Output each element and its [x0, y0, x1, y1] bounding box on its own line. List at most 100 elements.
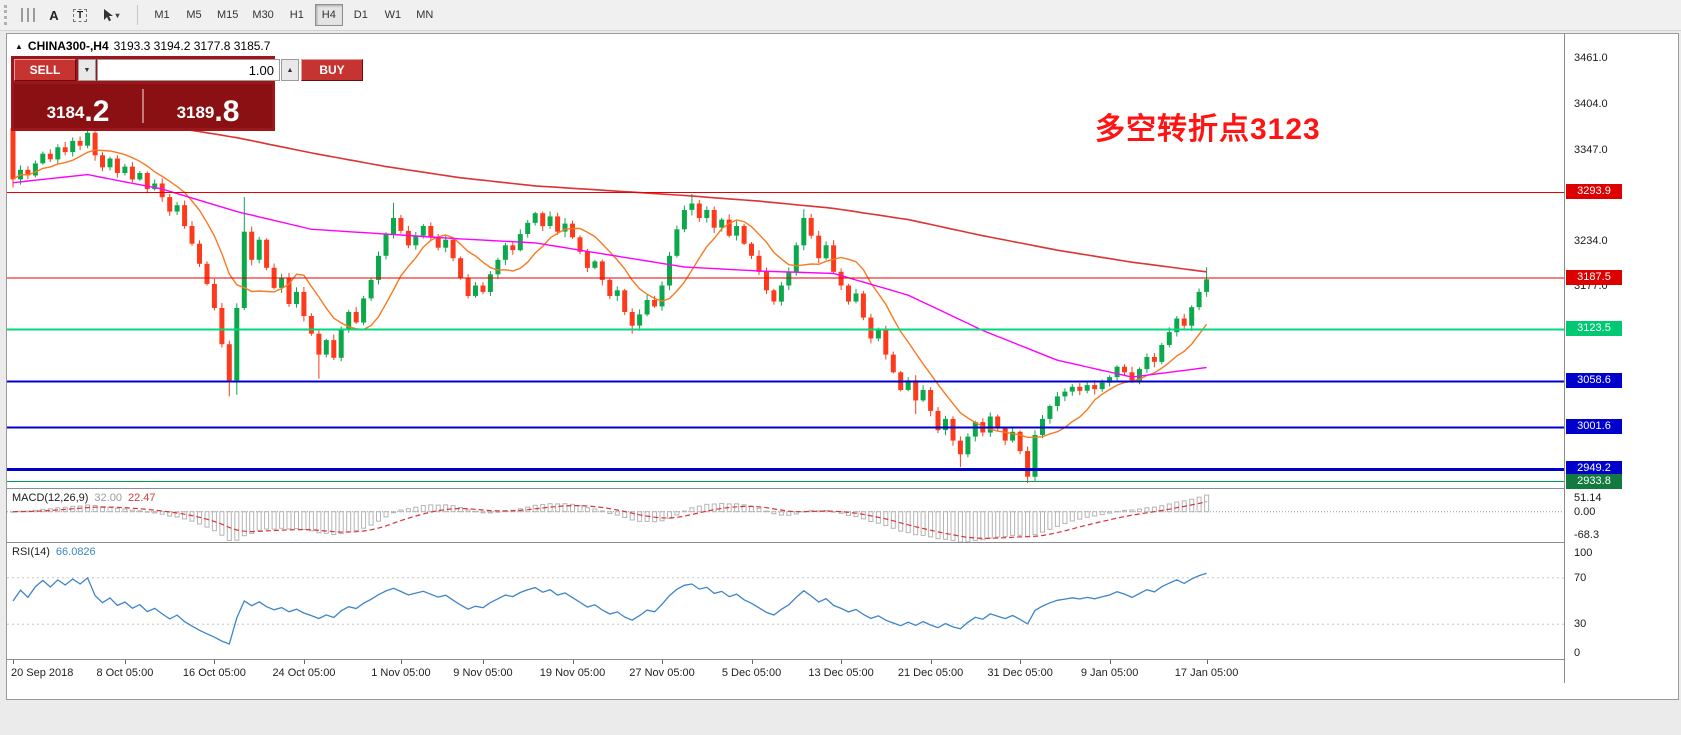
time-axis-tick — [1206, 660, 1208, 664]
price-axis-label: 3461.0 — [1574, 52, 1608, 65]
time-axis-label: 5 Dec 05:00 — [721, 667, 782, 679]
time-axis-label: 9 Nov 05:00 — [453, 667, 513, 679]
time-axis-tick — [1109, 660, 1111, 664]
time-axis-label: 20 Sep 2018 — [11, 667, 74, 679]
rsi-axis-label: 70 — [1574, 571, 1587, 584]
time-axis-tick — [841, 660, 843, 664]
time-axis-tick — [124, 660, 126, 664]
bid-pip-digits: .2 — [84, 94, 110, 128]
text-label-glyph: A — [49, 7, 59, 23]
price-level-badge: 3058.6 — [1566, 373, 1622, 389]
rsi-axis-label: 30 — [1574, 618, 1587, 631]
axis-separator — [1564, 34, 1565, 683]
symbol-ohlc-line: ▲ CHINA300-,H4 3193.3 3194.2 3177.8 3185… — [15, 39, 270, 53]
rsi-value: 66.0826 — [55, 546, 96, 558]
price-level-badge: 3123.5 — [1566, 321, 1622, 337]
toolbar-separator — [137, 5, 138, 25]
buy-button[interactable]: BUY — [301, 59, 363, 81]
price-level-badge: 2933.8 — [1566, 473, 1622, 489]
volume-input[interactable] — [97, 59, 280, 81]
cursor-tool-icon[interactable]: ▾ — [94, 4, 128, 26]
price-chart-svg[interactable] — [7, 34, 1564, 488]
chart-window: ▲ CHINA300-,H4 3193.3 3194.2 3177.8 3185… — [6, 33, 1679, 700]
price-level-badge: 3187.5 — [1566, 269, 1622, 285]
dotted-bars-glyph — [21, 8, 35, 22]
macd-axis-label: 0.00 — [1574, 505, 1596, 518]
time-axis-label: 31 Dec 05:00 — [987, 667, 1053, 679]
rsi-label: RSI(14) 66.0826 — [12, 546, 96, 558]
price-level-badge: 3293.9 — [1566, 184, 1622, 200]
ask-pip-digits: .8 — [214, 94, 240, 128]
timeframe-w1[interactable]: W1 — [384, 9, 402, 21]
macd-name: MACD(12,26,9) — [12, 492, 89, 504]
timeframe-m5[interactable]: M5 — [186, 9, 202, 21]
symbol-name: CHINA300-,H4 — [27, 39, 109, 53]
time-axis-label: 13 Dec 05:00 — [808, 667, 874, 679]
price-divider — [142, 89, 144, 123]
text-label-icon[interactable]: A — [42, 4, 66, 26]
text-box-glyph: T — [72, 8, 88, 22]
time-axis-tick — [751, 660, 753, 664]
time-axis-tick — [400, 660, 402, 664]
panel-separator[interactable] — [7, 488, 1678, 489]
timeframe-m1[interactable]: M1 — [154, 9, 170, 21]
timeframe-mn[interactable]: MN — [416, 9, 434, 21]
time-axis-label: 9 Jan 05:00 — [1080, 667, 1139, 679]
time-axis-label: 16 Oct 05:00 — [182, 667, 246, 679]
panel-separator[interactable] — [7, 542, 1678, 543]
time-axis[interactable]: 20 Sep 2018 8 Oct 05:00 16 Oct 05:00 24 Oct… — [7, 660, 1678, 699]
timeframe-d1[interactable]: D1 — [353, 9, 368, 21]
chart-text-annotation[interactable]: 多空转折点3123 — [1095, 113, 1321, 146]
time-axis-label: 1 Nov 05:00 — [371, 667, 431, 679]
time-axis-tick — [214, 660, 216, 664]
time-axis-tick — [1020, 660, 1022, 664]
macd-main-value: 32.00 — [94, 492, 122, 504]
chevron-down-icon: ▾ — [115, 10, 120, 20]
text-box-icon[interactable]: T — [68, 4, 92, 26]
macd-signal-value: 22.47 — [127, 492, 156, 504]
time-axis-label: 27 Nov 05:00 — [629, 667, 695, 679]
price-axis-label: 3404.0 — [1574, 97, 1608, 110]
price-axis[interactable]: 3461.0 3404.0 3347.0 3234.0 3177.0 3293.9 3187… — [1565, 34, 1678, 683]
price-axis-label: 3234.0 — [1574, 234, 1608, 247]
collapse-panel-icon[interactable]: ▲ — [15, 41, 23, 51]
volume-decrease-button[interactable]: ▼ — [78, 59, 96, 81]
panel-separator — [7, 659, 1678, 660]
time-axis-label: 17 Jan 05:00 — [1174, 667, 1239, 679]
toolbar-drag-handle[interactable] — [4, 5, 9, 25]
macd-label: MACD(12,26,9) 32.00 22.47 — [12, 492, 155, 504]
sell-button[interactable]: SELL — [14, 59, 76, 81]
time-axis-tick — [303, 660, 305, 664]
ask-main-digits: 3189 — [176, 103, 215, 122]
time-axis-label: 21 Dec 05:00 — [897, 667, 964, 679]
macd-axis-label: 51.14 — [1574, 492, 1602, 504]
time-axis-label: 24 Oct 05:00 — [272, 667, 336, 679]
time-axis-tick — [13, 660, 14, 664]
timeframe-group: M1 M5 M15 M30 H1 H4 D1 W1 MN — [146, 4, 441, 26]
bid-price[interactable]: 3184.2 — [14, 84, 142, 128]
rsi-axis-label: 100 — [1574, 547, 1593, 559]
timeframe-m30[interactable]: M30 — [252, 9, 274, 21]
macd-panel[interactable] — [7, 489, 1564, 542]
time-axis-label: 19 Nov 05:00 — [539, 667, 606, 679]
rsi-panel[interactable] — [7, 543, 1564, 659]
timeframe-h4[interactable]: H4 — [314, 4, 343, 26]
price-level-badge: 2949.2 — [1566, 461, 1622, 477]
macd-svg — [7, 494, 1564, 542]
rsi-svg — [7, 572, 1564, 645]
time-axis-tick — [482, 660, 484, 664]
time-axis-label: 8 Oct 05:00 — [96, 667, 154, 679]
toolbar: A T ▾ M1 M5 M15 M30 H1 H4 D1 W1 MN — [0, 0, 1681, 31]
rsi-axis-label: 0 — [1574, 647, 1581, 659]
cursor-icon — [104, 9, 114, 22]
price-level-badge: 3001.6 — [1566, 419, 1622, 435]
time-axis-tick — [662, 660, 664, 664]
timeframe-m15[interactable]: M15 — [217, 9, 239, 21]
ask-price[interactable]: 3189.8 — [144, 84, 272, 128]
volume-increase-button[interactable]: ▲ — [281, 59, 299, 81]
indicators-icon[interactable] — [16, 4, 40, 26]
time-axis-tick — [930, 660, 932, 664]
volume-control: ▼ ▲ — [78, 59, 299, 81]
bid-main-digits: 3184 — [46, 103, 85, 122]
timeframe-h1[interactable]: H1 — [289, 9, 304, 21]
